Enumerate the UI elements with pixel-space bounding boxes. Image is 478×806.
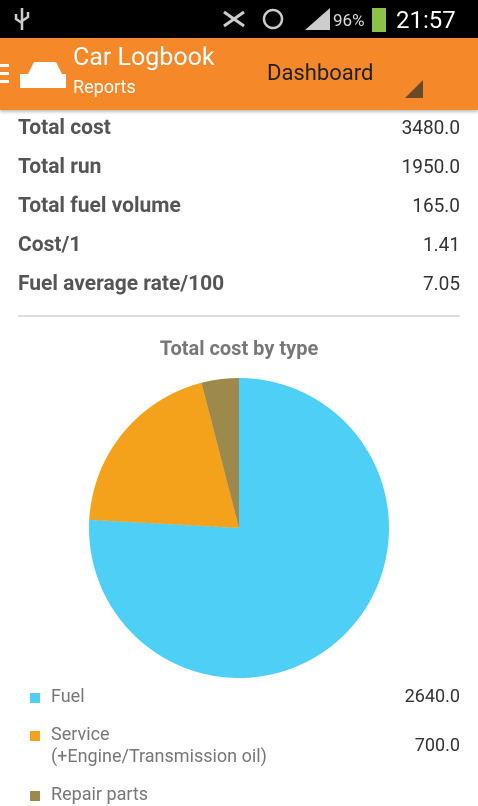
- legend-swatch: [30, 693, 40, 703]
- app-subtitle: Reports: [73, 77, 136, 98]
- summary-label: Cost/1: [18, 233, 82, 257]
- action-bar: Car Logbook Reports Dashboard: [0, 38, 478, 110]
- summary-label: Total fuel volume: [18, 194, 181, 218]
- summary-row: Cost/1 1.41: [18, 233, 460, 257]
- spinner-arrow[interactable]: [405, 80, 423, 98]
- summary-value: 1.41: [422, 233, 460, 256]
- spinner[interactable]: Dashboard: [267, 61, 374, 86]
- summary-label: Total run: [18, 155, 102, 179]
- battery-text: 96%: [333, 11, 365, 31]
- summary-value: 3480.0: [401, 116, 460, 139]
- summary-label: Total cost: [18, 116, 111, 140]
- summary-row: Total run 1950.0: [18, 155, 460, 179]
- drawer-icon[interactable]: [0, 64, 9, 83]
- pie-slice: [89, 382, 239, 528]
- summary-value: 165.0: [412, 194, 460, 217]
- pie-chart: Total cost by type: [88, 336, 389, 678]
- legend-value: 700.0: [414, 735, 460, 756]
- car-icon: [20, 62, 66, 88]
- divider: [18, 315, 460, 317]
- legend-label: Service (+Engine/Transmission oil): [51, 724, 267, 767]
- clock: 21:57: [396, 6, 456, 34]
- app-bar-icons: [0, 62, 423, 98]
- status-icons: 96% 21:57: [14, 6, 456, 34]
- summary-value: 7.05: [422, 272, 460, 295]
- pie-slice: [201, 378, 239, 528]
- app-title: Car Logbook: [73, 43, 215, 72]
- summary-value: 1950.0: [401, 155, 460, 178]
- status-bar: 96% 21:57: [0, 0, 478, 38]
- pie-slice: [88, 378, 389, 678]
- summary-row: Fuel average rate/100 7.05: [18, 272, 460, 296]
- summary-row: Total cost 3480.0: [18, 116, 460, 140]
- legend-swatch: [30, 731, 40, 741]
- legend-value: 2640.0: [404, 686, 460, 707]
- legend-label: Repair parts: [51, 784, 149, 805]
- chart-title: Total cost by type: [160, 336, 319, 360]
- legend-label: Fuel: [51, 686, 85, 707]
- summary-row: Total fuel volume 165.0: [18, 194, 460, 218]
- summary-label: Fuel average rate/100: [18, 272, 225, 296]
- legend-swatch: [30, 791, 40, 801]
